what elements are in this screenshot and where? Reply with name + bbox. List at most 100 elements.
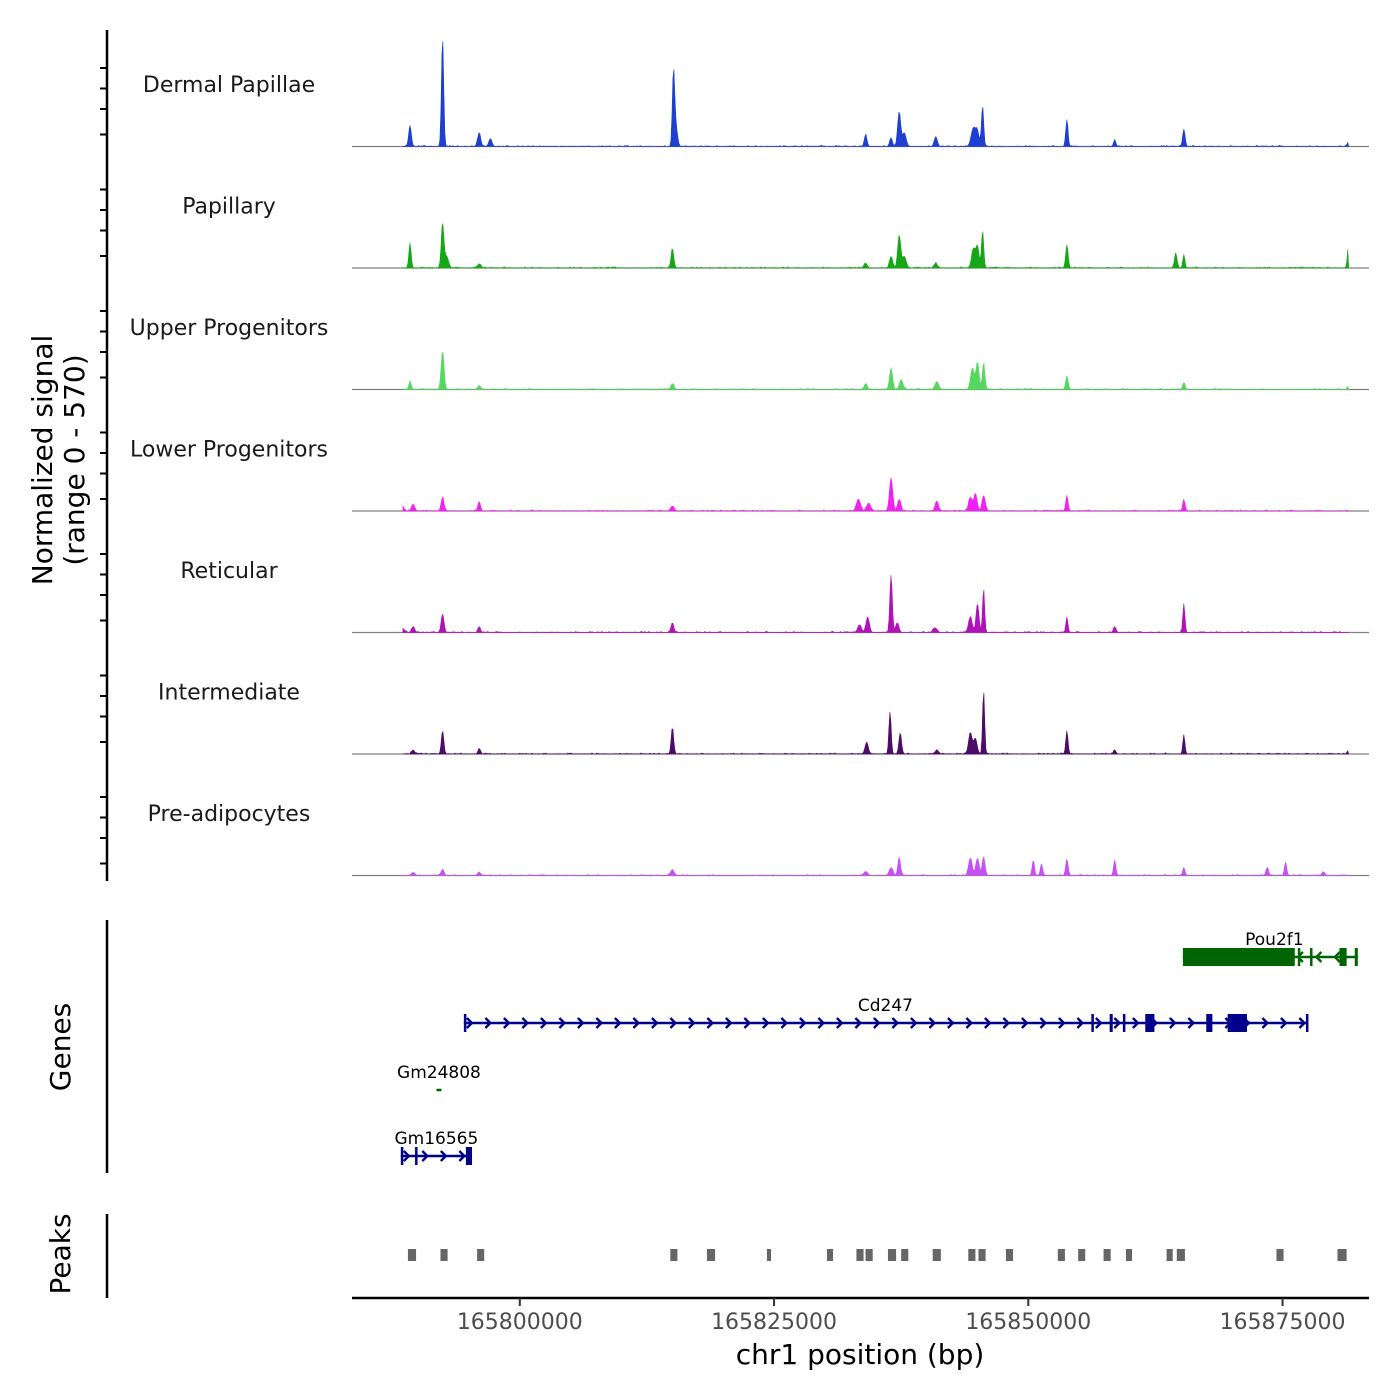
gene-label: Gm16565	[394, 1129, 478, 1149]
peak-region	[856, 1249, 864, 1261]
strand-arrow	[558, 1017, 567, 1029]
peaks-track	[105, 1214, 1347, 1298]
peak-region	[670, 1249, 678, 1261]
peak-region	[826, 1249, 834, 1261]
exon	[400, 1147, 404, 1165]
strand-arrow	[669, 1017, 678, 1029]
strand-arrow	[1113, 1017, 1122, 1029]
coverage-track: Papillary	[182, 195, 1369, 269]
track-label: Reticular	[180, 559, 278, 584]
coverage-track: Intermediate	[158, 681, 1369, 755]
strand-arrow	[965, 1017, 974, 1029]
genes-title: Genes	[44, 1003, 77, 1091]
peak-region	[407, 1249, 417, 1261]
coverage-area	[402, 41, 1350, 147]
genes-track: Pou2f1 Cd247 Gm24808 Gm16565	[105, 920, 1358, 1173]
strand-arrow	[1333, 951, 1341, 963]
gene-model: Gm16565	[394, 1129, 478, 1165]
strand-arrow	[743, 1017, 752, 1029]
peak-region	[1005, 1249, 1014, 1261]
strand-arrow	[503, 1017, 511, 1029]
track-label: Lower Progenitors	[130, 438, 328, 463]
x-tick-label: 165850000	[965, 1310, 1091, 1335]
peak-region	[978, 1249, 986, 1261]
peak-region	[1337, 1249, 1347, 1261]
coverage-tracks: Dermal Papillae Papillary Upper Progenitor…	[130, 41, 1369, 877]
peak-region	[477, 1249, 485, 1261]
exon	[1206, 1014, 1213, 1032]
peak-region	[887, 1249, 897, 1261]
coverage-area	[402, 477, 1349, 512]
exon	[1354, 948, 1358, 966]
gene-model: Cd247	[463, 996, 1309, 1032]
strand-arrow	[928, 1017, 937, 1029]
track-label: Intermediate	[158, 681, 300, 706]
strand-arrow	[706, 1017, 715, 1029]
coverage-area	[402, 351, 1350, 390]
strand-arrow	[891, 1017, 900, 1029]
coverage-track: Reticular	[180, 559, 1369, 634]
exon	[465, 1147, 473, 1165]
strand-arrow	[854, 1017, 863, 1029]
exon	[415, 1147, 418, 1165]
peak-region	[968, 1249, 976, 1261]
x-tick-label: 165825000	[711, 1310, 837, 1335]
exon	[1339, 948, 1347, 966]
peak-region	[1125, 1249, 1133, 1261]
strand-arrow	[540, 1017, 548, 1029]
strand-arrow	[725, 1017, 733, 1029]
strand-arrow	[1169, 1017, 1177, 1029]
coverage-area	[402, 575, 1349, 633]
strand-arrow	[688, 1017, 696, 1029]
strand-arrow	[1280, 1017, 1288, 1029]
strand-arrow	[421, 1150, 430, 1162]
exon	[1182, 948, 1295, 966]
strand-arrow	[780, 1017, 789, 1029]
peak-region	[1078, 1249, 1086, 1261]
peak-region	[865, 1249, 873, 1261]
strand-arrow	[1039, 1017, 1048, 1029]
x-axis-title: chr1 position (bp)	[736, 1338, 985, 1371]
strand-arrow	[595, 1017, 604, 1029]
exon	[1091, 1014, 1094, 1032]
gene-model: Pou2f1	[1182, 930, 1358, 966]
track-label: Papillary	[182, 195, 276, 220]
exon	[1305, 1014, 1309, 1032]
strand-arrow	[484, 1017, 493, 1029]
exon	[1310, 948, 1313, 966]
strand-arrow	[1095, 1017, 1103, 1029]
gene-model: Gm24808	[397, 1063, 481, 1092]
strand-arrow	[762, 1017, 770, 1029]
strand-arrow	[1002, 1017, 1011, 1029]
peak-region	[932, 1249, 941, 1261]
peaks-title: Peaks	[44, 1213, 77, 1294]
exon	[1122, 1014, 1126, 1032]
strand-arrow	[439, 1150, 448, 1162]
strand-arrow	[1132, 1017, 1140, 1029]
coverage-track: Pre-adipocytes	[148, 802, 1369, 877]
x-axis: 165800000 165825000 165850000 165875000	[352, 1296, 1369, 1335]
track-label: Upper Progenitors	[130, 316, 329, 341]
peak-region	[1176, 1249, 1185, 1261]
strand-arrow	[521, 1017, 530, 1029]
peak-region	[1166, 1249, 1173, 1261]
strand-arrow	[466, 1017, 474, 1029]
track-label: Pre-adipocytes	[148, 802, 311, 827]
coverage-area	[402, 692, 1350, 755]
track-label: Dermal Papillae	[143, 73, 315, 98]
gene-label: Pou2f1	[1245, 930, 1303, 950]
peak-region	[766, 1249, 772, 1261]
strand-arrow	[1187, 1017, 1196, 1029]
strand-arrow	[873, 1017, 881, 1029]
coverage-track: Upper Progenitors	[130, 316, 1369, 391]
coverage-track: Lower Progenitors	[130, 438, 1369, 512]
strand-arrow	[799, 1017, 807, 1029]
strand-arrow	[577, 1017, 585, 1029]
gene-label: Cd247	[858, 996, 913, 1016]
strand-arrow	[458, 1150, 467, 1162]
strand-arrow	[836, 1017, 844, 1029]
strand-arrow	[1058, 1017, 1066, 1029]
coverage-area	[402, 223, 1350, 269]
peak-region	[1057, 1249, 1065, 1261]
